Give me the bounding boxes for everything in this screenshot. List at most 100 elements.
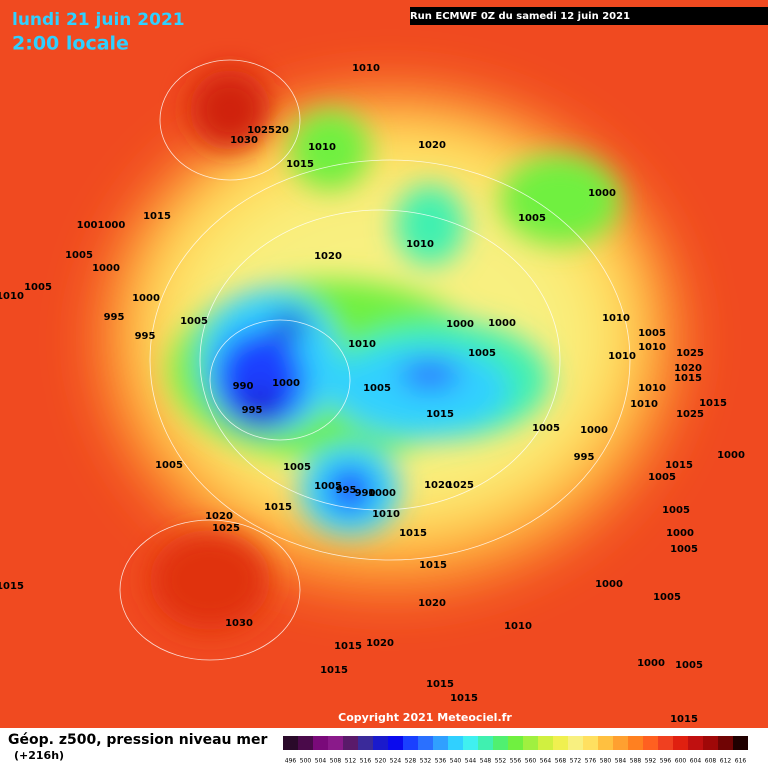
colorbar-swatch — [463, 736, 478, 750]
colorbar-label: 544 — [465, 758, 477, 765]
colorbar-label: 540 — [450, 758, 462, 765]
colorbar-label: 568 — [555, 758, 567, 765]
colorbar-label: 552 — [495, 758, 507, 765]
isobar-label: 1005 — [648, 472, 676, 483]
isobar-label: 1000 — [595, 579, 623, 590]
isobar-label: 1005 — [363, 383, 391, 394]
colorbar-swatch — [448, 736, 463, 750]
isobar-label: 1025 — [212, 523, 240, 534]
isobar-label: 1010 — [348, 339, 376, 350]
footer-title: Géop. z500, pression niveau mer — [8, 732, 267, 748]
isobar-label: 1005 — [662, 505, 690, 516]
colorbar-label: 612 — [720, 758, 732, 765]
isobar-label: 1000 — [666, 528, 694, 539]
isobar-label: 1005 — [314, 481, 342, 492]
colorbar-swatch — [358, 736, 373, 750]
isobar-label: 1015 — [426, 409, 454, 420]
colorbar-label: 616 — [735, 758, 747, 765]
isobar-label: 1015 — [143, 211, 171, 222]
isobar-label: 1005 — [180, 316, 208, 327]
isobar-label: 990 — [233, 381, 254, 392]
colorbar-swatch — [418, 736, 433, 750]
map-field — [0, 0, 768, 728]
colorbar-swatch — [523, 736, 538, 750]
isobar-label: 1010 — [308, 142, 336, 153]
isobar-labels: 1010102520103010101015102010001005101510… — [0, 63, 745, 725]
isobar-label: 1020 — [314, 251, 342, 262]
isobar-label: 1010 — [602, 313, 630, 324]
isobar-label: 1015 — [674, 373, 702, 384]
isobar-label: 1005 — [653, 592, 681, 603]
isobar-label: 1015 — [699, 398, 727, 409]
isobar-label: 1010 — [0, 291, 24, 302]
isobar-label: 1005 — [283, 462, 311, 473]
isobar-label: 995 — [242, 405, 263, 416]
isobar-label: 1005 — [670, 544, 698, 555]
colorbar-label: 536 — [435, 758, 447, 765]
isobar-label: 1010 — [504, 621, 532, 632]
isobar-label: 995 — [336, 485, 357, 496]
colorbar-label: 588 — [630, 758, 642, 765]
isobar-label: 1020 — [418, 140, 446, 151]
isobar-label: 1000 — [637, 658, 665, 669]
colorbar-label: 560 — [525, 758, 537, 765]
isobar-label: 102520 — [247, 125, 289, 136]
colorbar-swatch — [373, 736, 388, 750]
isobar-label: 1015 — [286, 159, 314, 170]
colorbar-label: 564 — [540, 758, 552, 765]
colorbar-label: 524 — [390, 758, 402, 765]
colorbar-swatch — [568, 736, 583, 750]
colorbar-swatch — [493, 736, 508, 750]
colorbar-swatch — [643, 736, 658, 750]
colorbar-swatch — [478, 736, 493, 750]
isobar-label: 1015 — [0, 581, 24, 592]
colorbar-label: 596 — [660, 758, 672, 765]
isobar-label: 1020 — [418, 598, 446, 609]
isobar-label: 1010 — [352, 63, 380, 74]
colorbar-swatch — [553, 736, 568, 750]
colorbar-label: 516 — [360, 758, 372, 765]
colorbar-swatch — [598, 736, 613, 750]
isobar-label: 1005 — [24, 282, 52, 293]
colorbar-label: 608 — [705, 758, 717, 765]
isobar-label: 1015 — [665, 460, 693, 471]
isobar-label: 1000 — [132, 293, 160, 304]
isobar-label: 1015 — [320, 665, 348, 676]
colorbar-swatch — [538, 736, 553, 750]
colorbar-swatch — [298, 736, 313, 750]
isobar-label: 1030 — [230, 135, 258, 146]
isobar-label: 1010 — [638, 342, 666, 353]
colorbar-label: 556 — [510, 758, 522, 765]
colorbar-label: 576 — [585, 758, 597, 765]
isobar-label: 1000 — [368, 488, 396, 499]
colorbar-swatch — [508, 736, 523, 750]
isobar-label: 1025 — [676, 409, 704, 420]
lead-time: (+216h) — [14, 749, 64, 762]
isobar-label: 1000 — [717, 450, 745, 461]
colorbar-swatch — [343, 736, 358, 750]
isobar-label: 1000 — [446, 319, 474, 330]
copyright: Copyright 2021 Meteociel.fr — [338, 711, 512, 724]
colorbar-label: 520 — [375, 758, 387, 765]
colorbar-swatch — [703, 736, 718, 750]
isobar-label: 1000 — [580, 425, 608, 436]
colorbar-label: 496 — [285, 758, 297, 765]
colorbar-label: 572 — [570, 758, 582, 765]
isobar-label: 1015 — [426, 679, 454, 690]
colorbar: 496 500 504 508 512 516 520 524 528 532 536 540 544 5… — [283, 736, 748, 765]
isobar-label: 1001000 — [77, 220, 126, 231]
colorbar-label: 604 — [690, 758, 702, 765]
colorbar-label: 512 — [345, 758, 357, 765]
colorbar-label: 580 — [600, 758, 612, 765]
isobar-label: 1020 — [366, 638, 394, 649]
isobar-label: 995 — [574, 452, 595, 463]
isobar-label: 995 — [104, 312, 125, 323]
isobar-label: 1015 — [670, 714, 698, 725]
isobar-label: 995 — [135, 331, 156, 342]
isobar-label: 1005 — [518, 213, 546, 224]
colorbar-label: 500 — [300, 758, 312, 765]
colorbar-label: 592 — [645, 758, 657, 765]
isobar-label: 1020 — [424, 480, 452, 491]
isobar-label: 1010 — [638, 383, 666, 394]
colorbar-swatch — [733, 736, 748, 750]
